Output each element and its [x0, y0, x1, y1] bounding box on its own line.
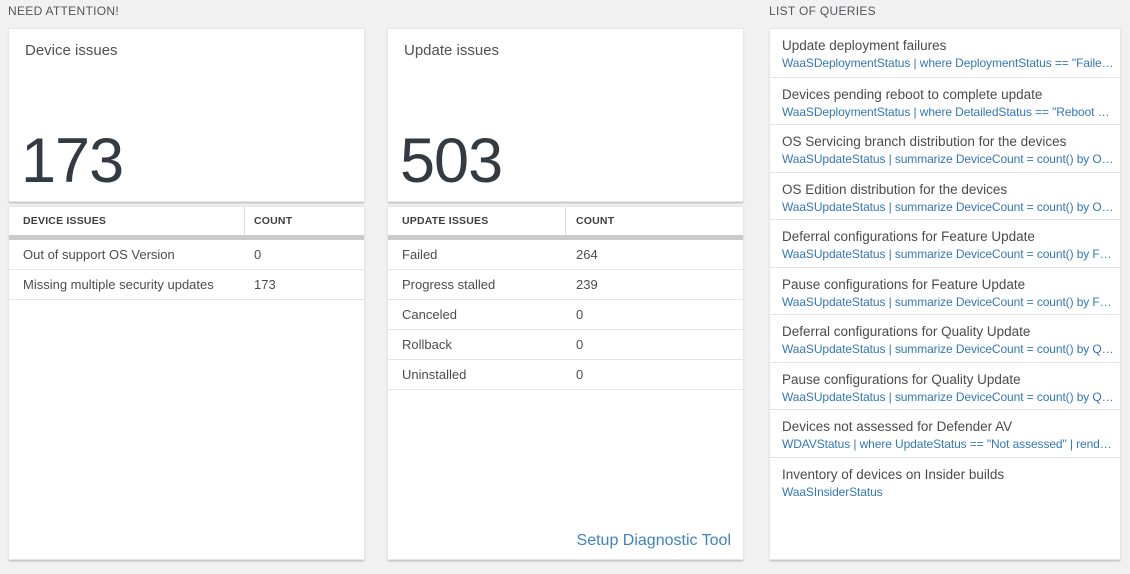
row-label: Out of support OS Version [23, 247, 175, 262]
query-link[interactable]: WaaSUpdateStatus | summarize DeviceCount… [782, 342, 1114, 356]
query-link[interactable]: WaaSUpdateStatus | summarize DeviceCount… [782, 294, 1114, 309]
query-list-item[interactable]: Pause configurations for Feature Update … [770, 266, 1120, 315]
device-issues-table: DEVICE ISSUES COUNT Out of support OS Ve… [8, 206, 365, 560]
query-link[interactable]: WaaSUpdateStatus | summarize DeviceCount… [782, 389, 1114, 404]
table-scroll-shadow [388, 235, 743, 240]
query-list-item[interactable]: Devices pending reboot to complete updat… [770, 76, 1120, 125]
query-list-item[interactable]: Update deployment failures WaaSDeploymen… [770, 29, 1120, 77]
row-label: Failed [402, 247, 438, 262]
device-issues-table-header: DEVICE ISSUES COUNT [9, 207, 364, 235]
need-attention-header: NEED ATTENTION! [8, 4, 119, 18]
update-issues-table: UPDATE ISSUES COUNT Failed 264 Progress … [387, 206, 744, 560]
update-issues-count: 503 [400, 126, 503, 196]
query-list: Update deployment failures WaaSDeploymen… [769, 28, 1121, 560]
query-link[interactable]: WaaSUpdateStatus | summarize DeviceCount… [782, 152, 1114, 166]
query-title: Deferral configurations for Quality Upda… [782, 324, 1031, 339]
row-count: 239 [576, 277, 598, 292]
device-issues-count: 173 [21, 126, 124, 196]
table-row[interactable]: Progress stalled 239 [388, 270, 743, 300]
table-row[interactable]: Canceled 0 [388, 300, 743, 330]
count-column-header: COUNT [576, 215, 615, 227]
query-title: Devices not assessed for Defender AV [782, 419, 1013, 434]
query-title: Devices pending reboot to complete updat… [782, 86, 1043, 102]
query-link[interactable]: WaaSUpdateStatus | summarize DeviceCount… [782, 199, 1114, 214]
row-count: 0 [576, 367, 584, 382]
query-title: Update deployment failures [782, 38, 947, 53]
update-issues-card-title: Update issues [404, 42, 500, 59]
row-label: Canceled [402, 307, 457, 322]
query-link[interactable]: WDAVStatus | where UpdateStatus == "Not … [782, 437, 1114, 451]
query-list-item[interactable]: Deferral configurations for Feature Upda… [770, 219, 1120, 267]
query-title: OS Servicing branch distribution for the… [782, 134, 1067, 149]
query-link[interactable]: WaaSDeploymentStatus | where DetailedSta… [782, 104, 1114, 119]
query-title: Pause configurations for Feature Update [782, 276, 1026, 292]
update-issues-table-header: UPDATE ISSUES COUNT [388, 207, 743, 235]
device-issues-card-title: Device issues [25, 42, 118, 59]
query-list-item[interactable]: OS Servicing branch distribution for the… [770, 124, 1120, 172]
column-divider [244, 207, 245, 235]
query-title: Inventory of devices on Insider builds [782, 466, 1005, 482]
device-issues-column-header: DEVICE ISSUES [23, 215, 107, 227]
row-label: Progress stalled [402, 277, 496, 292]
row-label: Rollback [402, 337, 452, 352]
table-row[interactable]: Failed 264 [388, 240, 743, 270]
table-row[interactable]: Uninstalled 0 [388, 360, 743, 390]
row-count: 0 [576, 307, 584, 322]
query-link[interactable]: WaaSDeploymentStatus | where DeploymentS… [782, 56, 1114, 70]
column-divider [565, 207, 566, 235]
update-issues-card[interactable]: Update issues 503 [387, 28, 744, 202]
query-list-item[interactable]: Devices not assessed for Defender AV WDA… [770, 409, 1120, 457]
query-list-item[interactable]: OS Edition distribution for the devices … [770, 171, 1120, 220]
count-column-header: COUNT [254, 215, 293, 227]
device-issues-card[interactable]: Device issues 173 [8, 28, 365, 202]
list-of-queries-header: LIST OF QUERIES [769, 4, 876, 18]
query-title: Deferral configurations for Feature Upda… [782, 229, 1035, 244]
query-title: OS Edition distribution for the devices [782, 181, 1008, 197]
row-count: 0 [254, 247, 262, 262]
query-list-item[interactable]: Inventory of devices on Insider builds W… [770, 456, 1120, 505]
table-row[interactable]: Rollback 0 [388, 330, 743, 360]
query-link[interactable]: WaaSUpdateStatus | summarize DeviceCount… [782, 247, 1114, 261]
setup-diagnostic-tool-link[interactable]: Setup Diagnostic Tool [576, 532, 731, 549]
query-title: Pause configurations for Quality Update [782, 371, 1021, 387]
row-count: 173 [254, 277, 276, 292]
row-label: Uninstalled [402, 367, 467, 382]
table-row[interactable]: Out of support OS Version 0 [9, 240, 364, 270]
table-scroll-shadow [9, 235, 364, 240]
row-count: 264 [576, 247, 598, 262]
update-issues-column-header: UPDATE ISSUES [402, 215, 489, 227]
table-row[interactable]: Missing multiple security updates 173 [9, 270, 364, 300]
row-label: Missing multiple security updates [23, 277, 214, 292]
row-count: 0 [576, 337, 584, 352]
query-link[interactable]: WaaSInsiderStatus [782, 484, 883, 499]
query-list-item[interactable]: Pause configurations for Quality Update … [770, 361, 1120, 410]
query-list-item[interactable]: Deferral configurations for Quality Upda… [770, 314, 1120, 362]
